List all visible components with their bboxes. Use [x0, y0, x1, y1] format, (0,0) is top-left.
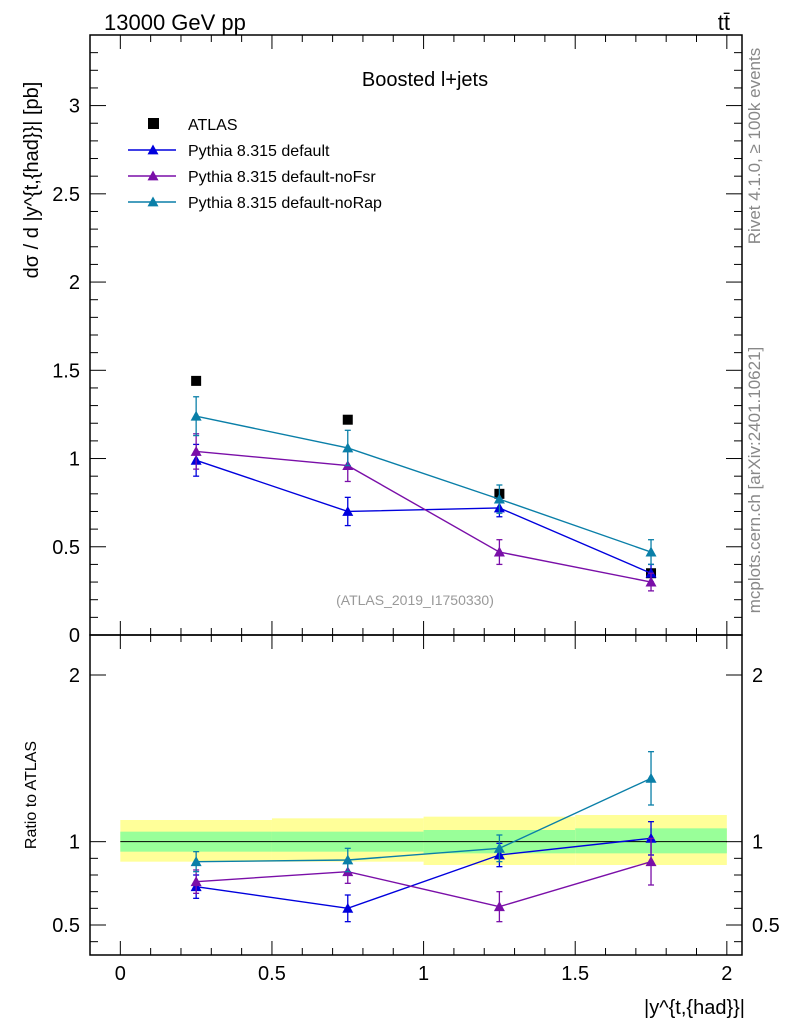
- legend-marker: [147, 144, 159, 155]
- data-point-marker: [342, 442, 354, 453]
- ratio-point-marker: [342, 902, 354, 913]
- y-tick-label: 2.5: [52, 184, 80, 206]
- final-state-label: tt̄: [718, 10, 730, 35]
- legend-marker: [147, 170, 159, 181]
- ratio-point-marker: [645, 856, 657, 867]
- atlas-data-point: [342, 414, 353, 425]
- ratio-y-tick-label-left: 1: [69, 832, 80, 854]
- legend-label: Pythia 8.315 default: [188, 143, 330, 160]
- legend-label: Pythia 8.315 default-noFsr: [188, 169, 376, 186]
- y-tick-label: 1: [69, 449, 80, 471]
- ratio-y-tick-label-left: 0.5: [52, 915, 80, 937]
- ratio-point-marker: [493, 901, 505, 912]
- legend-label: Pythia 8.315 default-noRap: [188, 195, 382, 212]
- legend-marker: [147, 196, 159, 207]
- chart-title: Boosted l+jets: [362, 69, 488, 91]
- x-axis-label: |y^{t,{had}}|: [644, 997, 745, 1019]
- ratio-y-tick-label-left: 2: [69, 665, 80, 687]
- rivet-label: Rivet 4.1.0, ≥ 100k events: [745, 48, 764, 244]
- ratio-series-line-2: [196, 777, 652, 863]
- data-point-marker: [342, 505, 354, 516]
- data-point-marker: [493, 493, 505, 504]
- ratio-series-line-0: [196, 837, 652, 910]
- data-point-marker: [493, 546, 505, 557]
- main-y-axis-label: dσ / d |y^{t,{had}}| [pb]: [21, 82, 43, 279]
- ratio-y-tick-label-right: 0.5: [752, 915, 780, 937]
- data-point-marker: [645, 546, 657, 557]
- y-tick-label: 0.5: [52, 537, 80, 559]
- ratio-y-tick-label-right: 1: [752, 832, 763, 854]
- process-label: 13000 GeV pp: [104, 10, 246, 35]
- ratio-y-axis-label: Ratio to ATLAS: [23, 741, 40, 849]
- x-tick-label: 0: [115, 963, 126, 985]
- ratio-plot-frame: [89, 634, 743, 956]
- data-point-marker: [645, 576, 657, 587]
- y-tick-label: 2: [69, 272, 80, 294]
- data-point-marker: [190, 410, 202, 421]
- y-tick-label: 0: [69, 625, 80, 647]
- mcplots-label: mcplots.cern.ch [arXiv:2401.10621]: [745, 347, 764, 613]
- legend-label: ATLAS: [188, 117, 238, 134]
- data-point-marker: [190, 445, 202, 456]
- ratio-point-marker: [493, 842, 505, 853]
- series-line-3: [195, 415, 652, 553]
- ratio-point-marker: [190, 856, 202, 867]
- legend: ATLAS Pythia 8.315 default Pythia 8.315 de…: [128, 117, 382, 212]
- ratio-series-line-1: [196, 860, 652, 908]
- x-tick-label: 2: [721, 963, 732, 985]
- legend-marker-atlas: [148, 118, 159, 129]
- atlas-data-point: [191, 375, 202, 386]
- series-line-1: [195, 459, 652, 574]
- ratio-y-tick-label-right: 2: [752, 665, 763, 687]
- ratio-panel: 0 0.5 1 1.5 2 0.5 0.5 1 1 2 2: [52, 634, 780, 985]
- x-tick-label: 0.5: [258, 963, 286, 985]
- ratio-point-marker: [190, 876, 202, 887]
- ratio-point-marker: [342, 854, 354, 865]
- x-tick-label: 1.5: [561, 963, 589, 985]
- y-tick-label: 3: [69, 96, 80, 118]
- analysis-watermark: (ATLAS_2019_I1750330): [336, 592, 494, 608]
- x-tick-label: 1: [418, 963, 429, 985]
- ratio-point-marker: [645, 772, 657, 783]
- y-tick-label: 1.5: [52, 360, 80, 382]
- series-line-2: [196, 450, 652, 583]
